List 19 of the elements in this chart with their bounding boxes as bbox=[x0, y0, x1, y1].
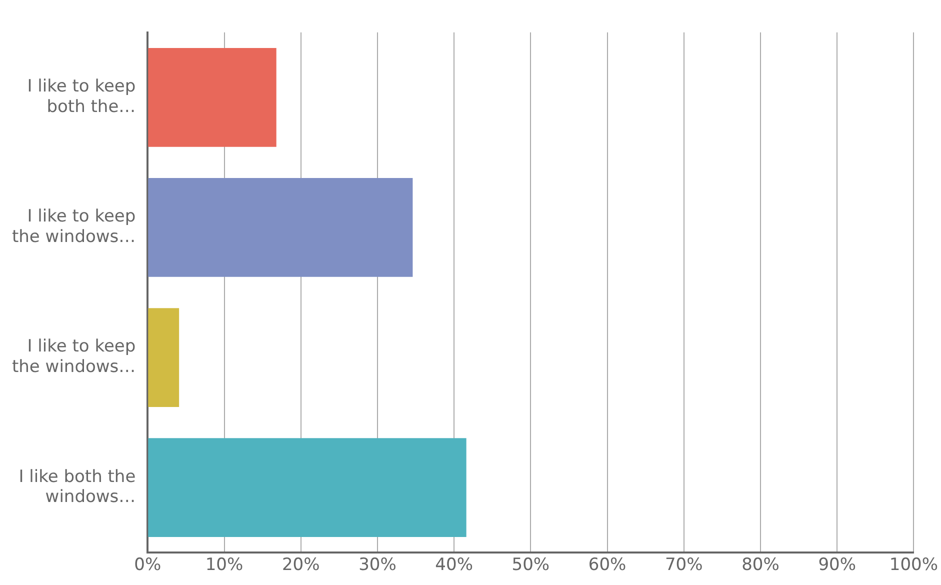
bar bbox=[148, 308, 180, 407]
y-tick-label: I like to keep both the… bbox=[27, 76, 136, 118]
bar bbox=[148, 48, 276, 147]
bar bbox=[148, 438, 466, 537]
x-tick-label: 100% bbox=[889, 555, 938, 576]
x-tick-label: 50% bbox=[512, 555, 550, 576]
x-tick-label: 0% bbox=[134, 555, 162, 576]
x-tick-label: 60% bbox=[588, 555, 626, 576]
x-tick-label: 20% bbox=[282, 555, 320, 576]
y-tick-label: I like to keep the windows… bbox=[12, 206, 136, 248]
y-tick-label: I like to keep the windows… bbox=[12, 336, 136, 378]
bar bbox=[148, 178, 413, 277]
x-tick-label: 10% bbox=[205, 555, 244, 576]
x-tick-label: 70% bbox=[664, 555, 703, 576]
x-tick-label: 80% bbox=[742, 555, 780, 576]
y-tick-label: I like both the windows… bbox=[18, 466, 136, 508]
x-tick-label: 90% bbox=[818, 555, 856, 576]
x-tick-label: 30% bbox=[358, 555, 396, 576]
x-tick-label: 40% bbox=[435, 555, 473, 576]
